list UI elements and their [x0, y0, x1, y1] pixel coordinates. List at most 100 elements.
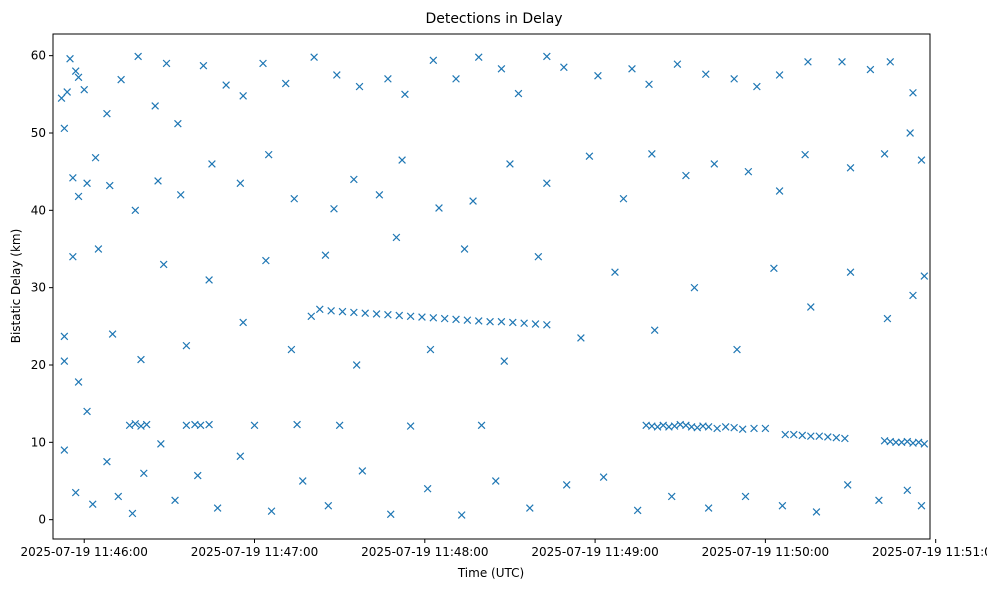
data-point — [332, 71, 341, 79]
data-points — [57, 52, 929, 519]
data-point — [386, 510, 395, 519]
data-point — [619, 194, 628, 203]
data-point — [628, 64, 636, 73]
data-point — [562, 481, 571, 489]
data-point — [500, 357, 509, 365]
data-point — [460, 245, 469, 253]
data-point — [824, 433, 832, 441]
data-point — [721, 423, 730, 431]
data-point — [60, 124, 69, 133]
data-point — [534, 252, 543, 261]
data-point — [267, 507, 276, 515]
data-point — [690, 283, 699, 292]
data-point — [659, 421, 668, 430]
data-point — [650, 326, 659, 335]
data-point — [117, 75, 125, 84]
data-point — [88, 500, 97, 509]
plot-frame — [52, 33, 931, 540]
x-tick-label: 2025-07-19 11:50:00 — [702, 545, 829, 559]
data-point — [577, 334, 585, 342]
data-point — [648, 150, 656, 158]
data-point — [335, 421, 344, 430]
data-point — [909, 88, 917, 97]
data-point — [741, 492, 750, 501]
data-point — [423, 484, 432, 493]
data-point — [730, 423, 738, 432]
data-point — [239, 92, 247, 100]
x-tick-label: 2025-07-19 11:51:00 — [872, 545, 987, 559]
data-point — [452, 75, 460, 83]
data-point — [338, 307, 347, 316]
data-point — [506, 160, 514, 168]
data-point — [60, 446, 69, 454]
data-point — [182, 421, 191, 430]
data-point — [477, 421, 486, 430]
y-tick-label: 20 — [31, 358, 46, 372]
data-point — [290, 194, 299, 203]
data-point — [134, 52, 142, 61]
data-point — [429, 313, 438, 322]
data-point — [841, 434, 849, 443]
y-axis: 0 10 20 30 40 50 60 — [31, 49, 53, 527]
data-point — [846, 163, 855, 172]
data-point — [350, 308, 358, 317]
x-tick-label: 2025-07-19 11:49:00 — [531, 545, 658, 559]
data-point — [903, 486, 912, 495]
data-point — [131, 419, 140, 428]
data-point — [914, 438, 923, 447]
data-point — [775, 71, 784, 79]
data-point — [418, 313, 426, 321]
data-point — [474, 317, 483, 325]
data-point — [358, 467, 367, 475]
data-point — [531, 320, 540, 328]
data-point — [525, 504, 534, 512]
data-point — [74, 73, 83, 82]
data-point — [264, 150, 273, 159]
data-point — [682, 171, 690, 180]
data-point — [94, 245, 103, 253]
data-point — [69, 174, 77, 182]
data-point — [250, 421, 259, 430]
data-point — [239, 318, 247, 327]
data-point — [733, 345, 741, 354]
data-point — [497, 64, 506, 73]
data-point — [909, 291, 917, 300]
data-point — [80, 85, 89, 94]
data-point — [384, 310, 392, 319]
data-point — [327, 307, 335, 315]
data-point — [199, 61, 208, 70]
data-point — [193, 471, 202, 480]
data-point — [60, 332, 69, 341]
data-point — [457, 511, 466, 519]
data-point — [633, 506, 642, 515]
data-point — [744, 167, 753, 176]
data-point — [392, 233, 401, 242]
data-point — [213, 504, 222, 512]
data-point — [355, 82, 364, 91]
data-point — [71, 488, 80, 497]
data-point — [310, 53, 318, 62]
data-point — [262, 256, 270, 265]
data-point — [103, 457, 111, 466]
data-point — [142, 420, 151, 429]
data-point — [585, 152, 594, 161]
data-point — [866, 65, 875, 74]
x-tick-label: 2025-07-19 11:48:00 — [361, 545, 488, 559]
y-tick-label: 60 — [31, 49, 46, 63]
data-point — [236, 452, 245, 461]
data-point — [162, 59, 171, 68]
data-point — [778, 501, 787, 510]
data-point — [906, 129, 914, 137]
data-point — [352, 361, 361, 369]
data-point — [543, 179, 551, 188]
data-point — [60, 357, 69, 365]
data-point — [497, 317, 506, 326]
data-point — [66, 54, 74, 63]
data-point — [883, 314, 892, 323]
data-point — [667, 492, 676, 501]
data-point — [91, 153, 100, 162]
data-point — [324, 501, 333, 510]
data-point — [682, 421, 690, 430]
data-point — [83, 179, 91, 188]
data-point — [753, 82, 761, 91]
